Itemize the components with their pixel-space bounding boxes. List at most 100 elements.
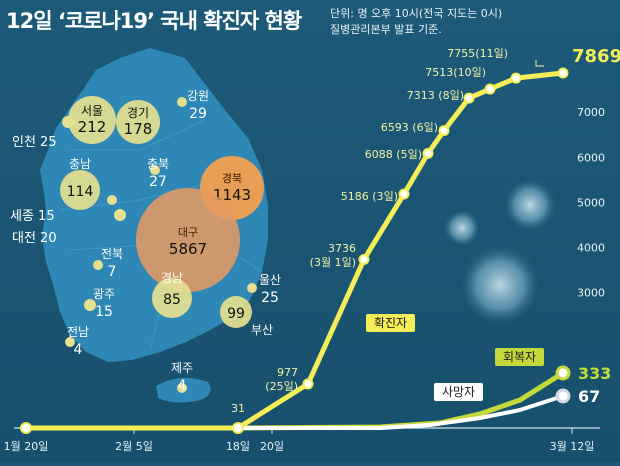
data-label: 7513(10일) xyxy=(425,65,486,79)
region-count: 25 xyxy=(261,290,279,306)
region-대전: 대전 20 xyxy=(12,209,126,246)
confirmed-point xyxy=(232,422,244,434)
region-name: 부산 xyxy=(251,323,273,337)
region-bubble xyxy=(84,299,96,311)
region-name: 전북 xyxy=(101,247,123,261)
region-name: 경북 xyxy=(222,172,242,185)
region-bubble xyxy=(116,100,160,144)
region-bubble xyxy=(247,283,257,293)
region-count: 27 xyxy=(149,174,167,190)
deaths-tag: 사망자 xyxy=(434,383,483,401)
y-tick-label: 6000 xyxy=(577,151,605,164)
region-bubble xyxy=(177,97,187,107)
region-충남: 충남 114 xyxy=(60,157,100,210)
region-전남: 전남 4 xyxy=(65,325,89,358)
region-제주: 제주 4 xyxy=(171,361,193,394)
series-tag-box xyxy=(366,314,415,332)
series-tag-box xyxy=(434,383,483,401)
series-tag-box xyxy=(495,348,544,366)
page-title: 12일 ‘코로나19’ 국내 확진자 현황 xyxy=(6,9,302,33)
confirmed-point xyxy=(398,188,410,200)
region-count: 29 xyxy=(189,106,207,122)
region-세종: 세종 15 xyxy=(10,195,117,224)
region-bubble xyxy=(93,260,103,270)
data-label: 6088 (5일) xyxy=(365,147,422,161)
region-bubble xyxy=(136,188,240,292)
region-count: 114 xyxy=(67,184,94,200)
x-tick-label: 1월 20일 xyxy=(4,439,49,453)
region-bubble xyxy=(220,296,252,328)
region-name: 울산 xyxy=(259,273,281,287)
region-bubble xyxy=(152,278,192,318)
region-count: 4 xyxy=(74,342,83,358)
region-name: 경남 xyxy=(161,271,183,285)
y-tick-label: 7000 xyxy=(577,106,605,119)
region-bubble xyxy=(107,195,117,205)
region-bubble xyxy=(177,383,187,393)
region-count: 4 xyxy=(178,378,187,394)
region-count: 15 xyxy=(95,304,113,320)
region-label: 세종 15 xyxy=(10,209,55,224)
confirmed-tag: 확진자 xyxy=(366,314,415,332)
region-count: 99 xyxy=(227,306,245,322)
data-label: 6593 (6일) xyxy=(381,120,438,134)
region-bubble xyxy=(60,170,100,210)
unit-note: 단위: 명 오후 10시(전국 지도는 0시) 질병관리본부 발표 기준. xyxy=(330,6,502,38)
deaths-end-point xyxy=(555,388,571,404)
data-label: 3736 xyxy=(328,242,356,255)
region-전북: 전북 7 xyxy=(93,247,123,280)
deaths-final-label: 67 xyxy=(578,387,600,406)
confirmed-point xyxy=(358,253,370,265)
region-name: 충남 xyxy=(69,157,91,171)
data-label: 5186 (3일) xyxy=(341,189,398,203)
x-tick-label: 18일 xyxy=(226,439,250,453)
region-label: 인천 25 xyxy=(12,135,57,150)
region-경남: 경남 85 xyxy=(152,271,192,318)
region-bubble xyxy=(114,209,126,221)
region-name: 강원 xyxy=(187,89,209,103)
region-name: 대구 xyxy=(178,226,198,239)
region-count: 1143 xyxy=(213,186,251,204)
data-label: 31 xyxy=(231,402,245,415)
y-tick-label: 3000 xyxy=(577,287,605,300)
label-bracket xyxy=(535,60,544,67)
confirmed-point xyxy=(463,92,475,104)
region-name: 충북 xyxy=(147,157,169,171)
recovered-end-point xyxy=(555,365,571,381)
region-count: 212 xyxy=(78,118,107,136)
region-name: 경기 xyxy=(127,106,149,120)
region-label: 대전 20 xyxy=(12,231,57,246)
region-count: 5867 xyxy=(169,240,207,258)
region-count: 178 xyxy=(124,120,153,138)
series-tag-text: 확진자 xyxy=(374,316,407,330)
region-count: 85 xyxy=(163,292,181,308)
region-bubble xyxy=(150,165,160,175)
confirmed-point xyxy=(20,422,32,434)
region-name: 전남 xyxy=(67,325,89,339)
region-강원: 강원 29 xyxy=(177,89,209,122)
region-name: 서울 xyxy=(81,104,103,118)
virus-illustration xyxy=(444,179,556,325)
confirmed-point xyxy=(510,72,522,84)
confirmed-point xyxy=(302,378,314,390)
data-label: (25일) xyxy=(265,379,298,393)
x-tick-label: 3월 12일 xyxy=(550,439,595,453)
region-count: 7 xyxy=(108,264,117,280)
data-label: 977 xyxy=(277,366,298,379)
data-label: 7869 xyxy=(572,46,620,67)
confirmed-point xyxy=(438,125,450,137)
confirmed-point xyxy=(422,147,434,159)
y-tick-label: 4000 xyxy=(577,242,605,255)
region-bubble xyxy=(65,337,75,347)
series-tag-text: 회복자 xyxy=(503,350,536,364)
region-bubble xyxy=(68,96,116,144)
region-인천: 인천 25 xyxy=(12,116,74,150)
unit-line-2: 질병관리본부 발표 기준. xyxy=(330,23,442,36)
y-tick-label: 5000 xyxy=(577,196,605,209)
data-label: (3월 1일) xyxy=(310,255,356,269)
